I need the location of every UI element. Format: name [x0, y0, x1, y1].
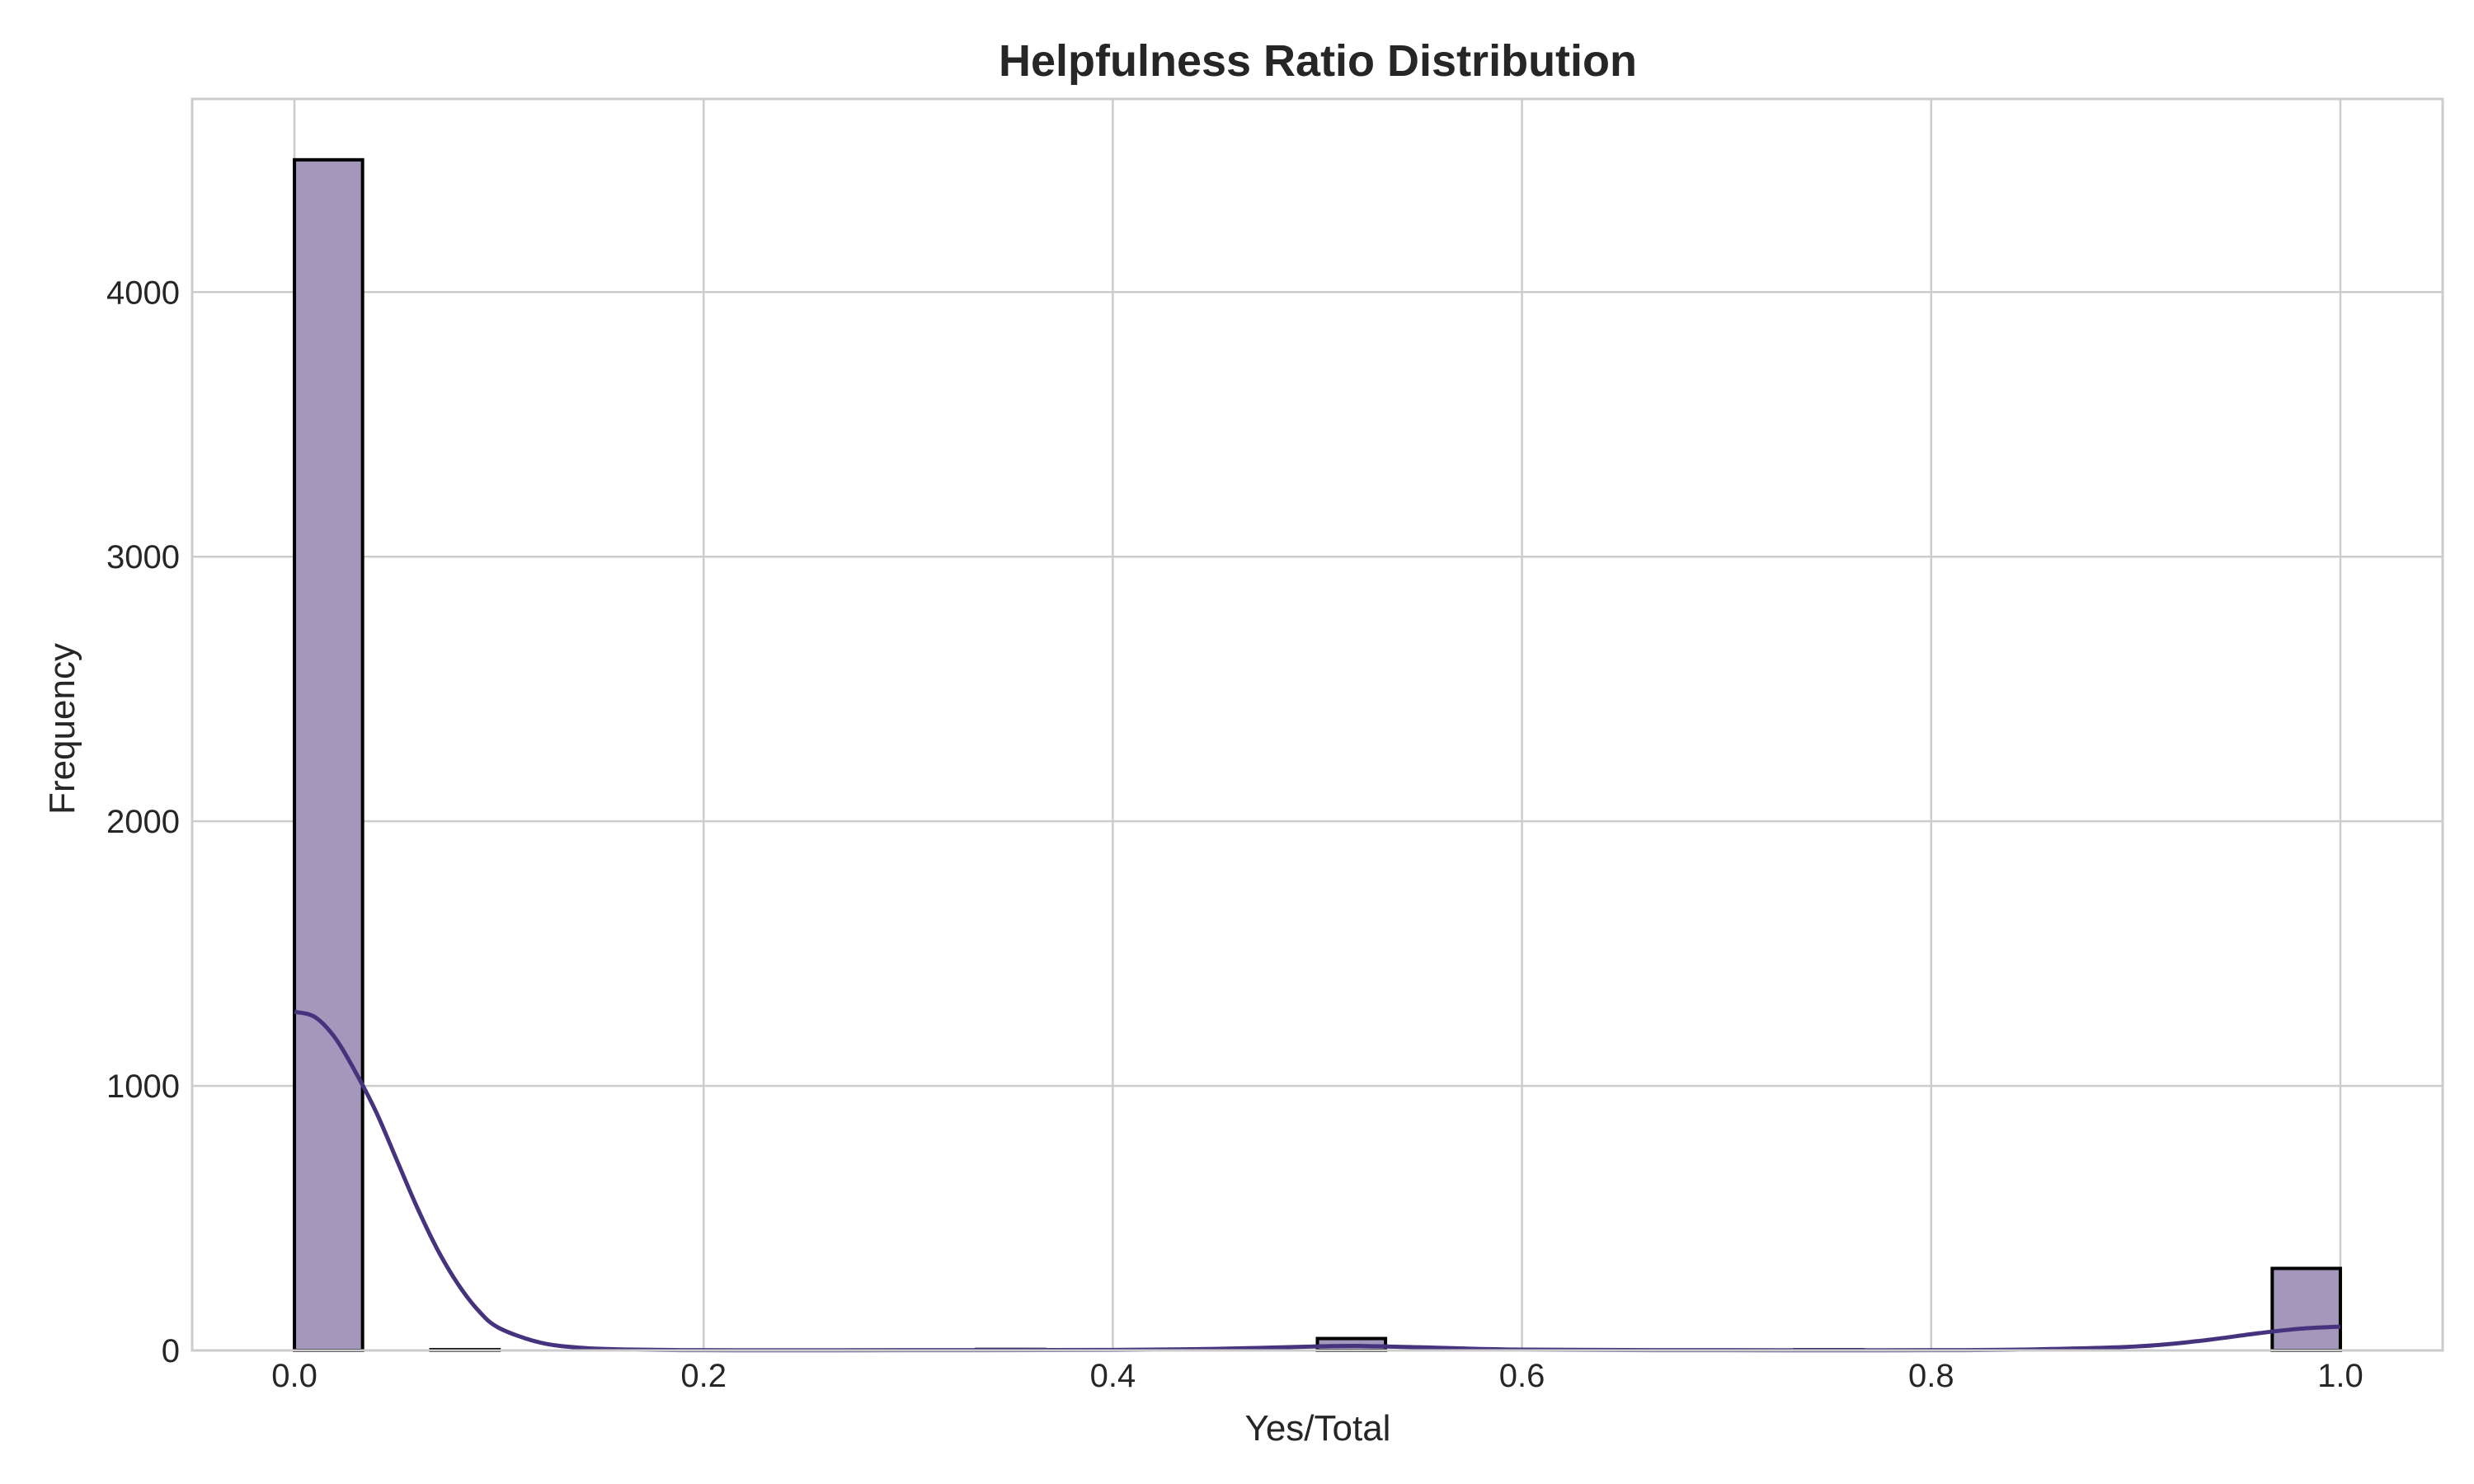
kde-layer — [294, 1009, 2341, 1353]
x-tick-label: 0.0 — [271, 1358, 317, 1394]
y-tick-label: 3000 — [106, 539, 180, 575]
x-tick-label: 1.0 — [2317, 1358, 2363, 1394]
y-tick-label: 2000 — [106, 804, 180, 840]
y-tick-labels: 0 1000 2000 3000 4000 — [106, 275, 180, 1369]
x-axis-label: Yes/Total — [1245, 1408, 1391, 1449]
y-axis-label: Frequency — [42, 643, 82, 815]
y-tick-label: 0 — [162, 1333, 180, 1369]
x-tick-label: 0.6 — [1499, 1358, 1545, 1394]
x-tick-labels: 0.0 0.2 0.4 0.6 0.8 1.0 — [271, 1358, 2363, 1394]
kde-curve — [294, 1009, 2341, 1353]
plot-frame — [190, 97, 2444, 1352]
x-tick-label: 0.4 — [1090, 1358, 1136, 1394]
histogram-bar — [293, 157, 365, 1352]
y-tick-label: 4000 — [106, 275, 180, 311]
grid-layer — [192, 99, 2443, 1352]
histogram-bar — [2270, 1266, 2342, 1352]
chart-title: Helpfulness Ratio Distribution — [999, 36, 1637, 86]
x-tick-label: 0.2 — [680, 1358, 727, 1394]
x-tick-label: 0.8 — [1908, 1358, 1954, 1394]
bars-layer — [293, 157, 2342, 1353]
y-tick-label: 1000 — [106, 1068, 180, 1105]
